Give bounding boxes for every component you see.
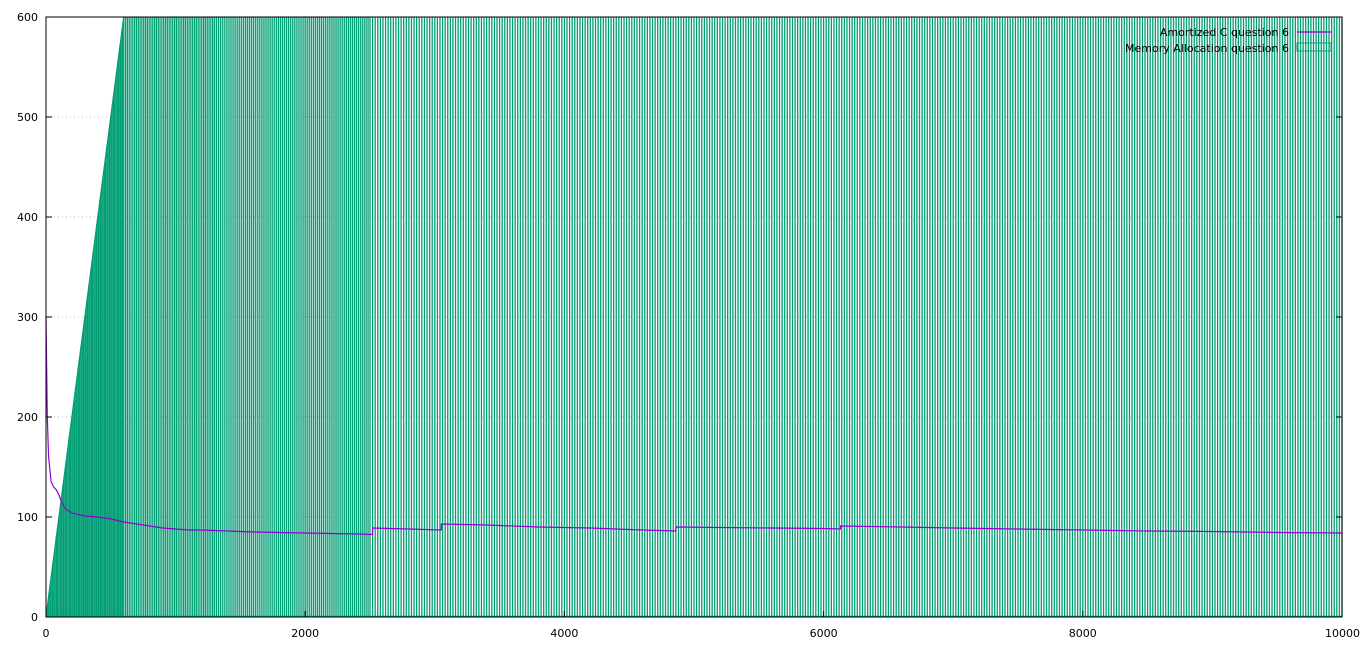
y-tick-label: 200 — [17, 411, 38, 424]
x-tick-label: 10000 — [1325, 627, 1360, 640]
x-tick-label: 4000 — [550, 627, 578, 640]
legend-label-memory-allocation: Memory Allocation question 6 — [1125, 42, 1289, 55]
x-tick-label: 2000 — [291, 627, 319, 640]
memory-allocation-series — [45, 16, 1343, 618]
legend: Amortized C question 6 Memory Allocation… — [1125, 26, 1332, 55]
x-tick-label: 0 — [43, 627, 50, 640]
legend-label-amortized: Amortized C question 6 — [1160, 26, 1289, 39]
x-tick-label: 6000 — [810, 627, 838, 640]
y-tick-label: 500 — [17, 111, 38, 124]
x-tick-label: 8000 — [1069, 627, 1097, 640]
y-tick-label: 100 — [17, 511, 38, 524]
y-tick-label: 0 — [31, 611, 38, 624]
y-tick-label: 300 — [17, 311, 38, 324]
y-tick-label: 600 — [17, 11, 38, 24]
amortized-series-line — [45, 316, 1343, 536]
legend-swatch-memory-allocation — [1296, 42, 1332, 52]
memory-allocation-envelope — [45, 16, 125, 618]
y-tick-label: 400 — [17, 211, 38, 224]
